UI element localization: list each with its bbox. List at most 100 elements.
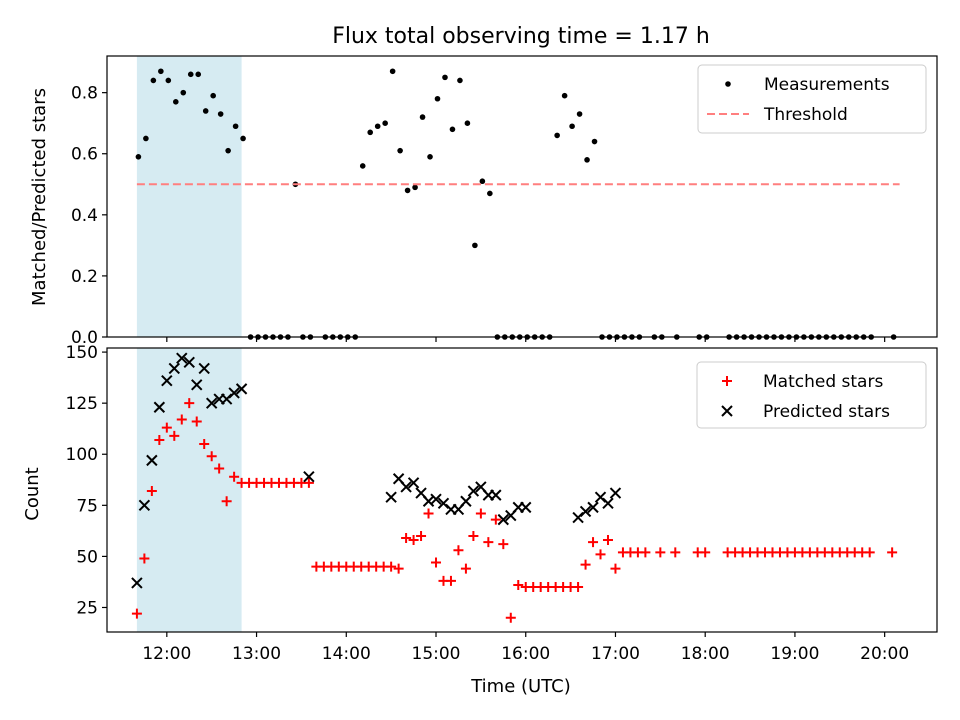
predicted-star-point [520, 501, 532, 514]
predicted-star-point [460, 495, 472, 507]
measurement-point [487, 190, 493, 197]
predicted-star-point [587, 501, 599, 514]
matched-star-point [640, 547, 651, 558]
predicted-star-point [303, 471, 315, 483]
legend-swatch-predicted [721, 405, 733, 417]
matched-star-point [475, 508, 486, 519]
matched-star-point [573, 582, 584, 593]
matched-star-point [468, 530, 479, 541]
matched-star-point [445, 575, 456, 586]
predicted-star-point [183, 356, 195, 369]
y-tick-label-bottom: 150 [66, 343, 98, 363]
x-tick-label: 13:00 [232, 644, 281, 664]
measurement-point [367, 129, 374, 136]
measurement-point [187, 71, 194, 78]
matched-star-point [453, 545, 464, 556]
measurement-point [464, 120, 471, 126]
matched-star-point [191, 416, 202, 427]
measurement-point [427, 153, 433, 160]
y-tick-label-top: 0.6 [71, 145, 98, 165]
y-tick-label-bottom: 100 [66, 445, 98, 465]
matched-star-point [139, 553, 150, 564]
matched-star-point [161, 422, 172, 433]
matched-star-point [670, 547, 681, 558]
predicted-star-point [161, 374, 173, 387]
matched-star-point [483, 537, 494, 548]
x-tick-label: 19:00 [770, 644, 819, 664]
predicted-star-point [131, 577, 143, 589]
shaded-span-top [136, 56, 242, 337]
measurement-point [389, 68, 396, 75]
predicted-star-point [235, 383, 248, 395]
predicted-star-point [400, 481, 412, 493]
y-tick-label-bottom: 75 [76, 496, 98, 516]
legend-box-top [697, 64, 927, 134]
matched-star-point [169, 430, 180, 441]
matched-star-point [146, 486, 157, 497]
measurement-point [449, 126, 456, 133]
measurement-point [150, 77, 157, 84]
legend-label-bottom-1: Predicted stars [763, 402, 890, 422]
matched-star-point [229, 471, 240, 482]
matched-star-point [154, 434, 165, 445]
x-axis-label: Time (UTC) [470, 676, 571, 697]
x-tick-label: 17:00 [591, 644, 640, 664]
legend-swatch-matched [722, 376, 732, 386]
measurement-point [554, 132, 560, 139]
matched-star-point [386, 561, 397, 572]
measurement-point [576, 111, 583, 117]
predicted-star-point [490, 489, 502, 501]
matched-star-point [602, 535, 613, 546]
x-tick-label: 14:00 [322, 644, 371, 664]
measurement-point [225, 147, 231, 154]
measurement-point [359, 163, 366, 169]
matched-star-point [408, 535, 419, 546]
measurement-point [584, 157, 590, 163]
measurement-point [143, 135, 149, 142]
measurement-point [165, 77, 172, 84]
predicted-star-point [407, 477, 420, 489]
legend-bottom: Matched stars Predicted stars [696, 361, 927, 429]
matched-star-point [580, 559, 591, 570]
predicted-star-point [205, 397, 218, 409]
series-bottom-0 [131, 398, 898, 623]
legend-swatch-measurements [725, 81, 731, 87]
matched-star-point [401, 533, 412, 544]
matched-star-point [221, 496, 232, 507]
measurement-point [472, 242, 478, 249]
axes-frame-top [106, 55, 938, 338]
measurement-point [135, 153, 142, 160]
legend-top: Measurements Threshold [697, 64, 927, 134]
measurement-point [382, 120, 388, 126]
matched-star-point [588, 537, 599, 548]
measurement-point [180, 89, 187, 96]
predicted-star-point [430, 493, 442, 505]
measurement-point [240, 135, 246, 142]
matched-star-point [655, 547, 666, 558]
predicted-star-point [228, 387, 240, 399]
measurement-point [591, 138, 598, 145]
predicted-star-point [497, 513, 510, 526]
chart-title: Flux total observing time = 1.17 h [332, 24, 710, 49]
x-tick-label: 15:00 [412, 644, 461, 664]
y-tick-label-top: 0.0 [71, 328, 98, 348]
legend-box-bottom [696, 361, 927, 429]
predicted-star-point [198, 362, 210, 375]
matched-star-point [864, 547, 875, 558]
predicted-star-point [467, 485, 480, 497]
measurement-point [569, 123, 575, 130]
predicted-star-point [153, 401, 166, 413]
y-axis-label-bottom: Count [22, 467, 43, 520]
predicted-star-point [138, 499, 151, 512]
measurement-point [404, 187, 411, 194]
measurement-point [419, 114, 426, 120]
legend-label-bottom-0: Matched stars [763, 372, 883, 392]
matched-star-point [700, 547, 711, 558]
measurement-point [195, 71, 202, 78]
matched-star-point [199, 439, 210, 450]
measurement-point [232, 123, 239, 130]
matched-star-point [431, 557, 442, 568]
measurement-point [412, 184, 418, 191]
matched-star-point [460, 563, 471, 574]
predicted-star-point [146, 454, 158, 467]
